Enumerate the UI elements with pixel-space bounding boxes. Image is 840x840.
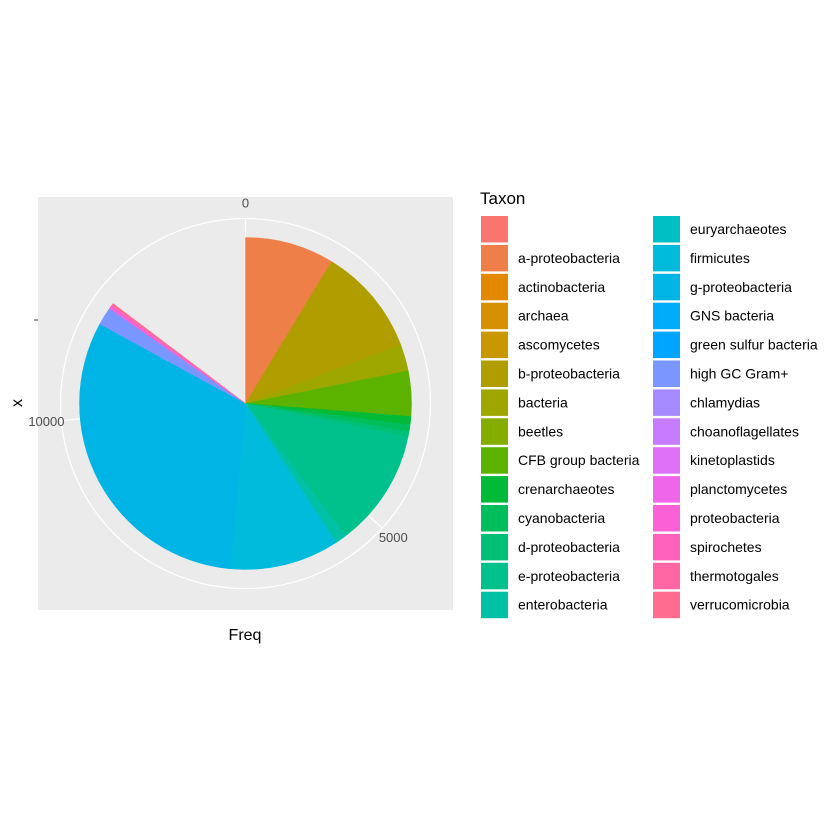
legend-key [481, 274, 508, 301]
x-axis-title: Freq [229, 627, 262, 644]
legend-label: spirochetes [690, 539, 762, 555]
legend-key [481, 476, 508, 503]
legend-key [481, 303, 508, 330]
legend-key [653, 534, 680, 561]
legend-key [653, 418, 680, 445]
legend-label: high GC Gram+ [690, 366, 788, 382]
legend-key [653, 274, 680, 301]
legend-label: euryarchaeotes [690, 221, 787, 237]
legend-key [481, 216, 508, 243]
legend-label: chlamydias [690, 394, 760, 410]
legend-label: CFB group bacteria [518, 452, 640, 468]
radial-tick-label: 5000 [379, 530, 408, 545]
legend-key [653, 563, 680, 590]
legend-label: verrucomicrobia [690, 597, 790, 613]
legend-key [653, 389, 680, 416]
legend-key [653, 476, 680, 503]
legend-key [481, 563, 508, 590]
legend-label: cyanobacteria [518, 510, 605, 526]
legend-key [653, 447, 680, 474]
legend-key [481, 245, 508, 272]
legend-key [481, 332, 508, 359]
legend-key [653, 216, 680, 243]
legend-label: e-proteobacteria [518, 568, 620, 584]
legend-label: d-proteobacteria [518, 539, 620, 555]
legend-label: bacteria [518, 394, 568, 410]
legend-label: beetles [518, 423, 563, 439]
legend-key [653, 361, 680, 388]
legend-key [481, 592, 508, 619]
legend-label: actinobacteria [518, 279, 605, 295]
legend-key [481, 389, 508, 416]
legend-key [653, 303, 680, 330]
legend-label: kinetoplastids [690, 452, 775, 468]
legend-key [653, 332, 680, 359]
legend-key [481, 505, 508, 532]
legend-label: crenarchaeotes [518, 481, 615, 497]
legend-label: planctomycetes [690, 481, 787, 497]
legend-label: green sulfur bacteria [690, 337, 818, 353]
legend-label: choanoflagellates [690, 423, 799, 439]
legend-key [653, 592, 680, 619]
legend-label: firmicutes [690, 250, 750, 266]
legend-key [653, 245, 680, 272]
legend-label: b-proteobacteria [518, 366, 620, 382]
legend-label: a-proteobacteria [518, 250, 620, 266]
legend-label: archaea [518, 308, 569, 324]
legend-label: GNS bacteria [690, 308, 774, 324]
radial-tick-label: 0 [242, 196, 249, 211]
legend-key [481, 447, 508, 474]
legend-key [481, 534, 508, 561]
legend-label: enterobacteria [518, 597, 608, 613]
legend: a-proteobacteria actinobacteria archaea asc… [481, 216, 818, 618]
legend-key [653, 505, 680, 532]
legend-label: proteobacteria [690, 510, 780, 526]
legend-label: ascomycetes [518, 337, 600, 353]
y-axis-title: x [9, 399, 26, 407]
legend-label: g-proteobacteria [690, 279, 792, 295]
legend-label: thermotogales [690, 568, 779, 584]
legend-key [481, 418, 508, 445]
legend-key [481, 361, 508, 388]
legend-title: Taxon [480, 189, 525, 208]
radial-tick-label: 10000 [28, 414, 64, 429]
